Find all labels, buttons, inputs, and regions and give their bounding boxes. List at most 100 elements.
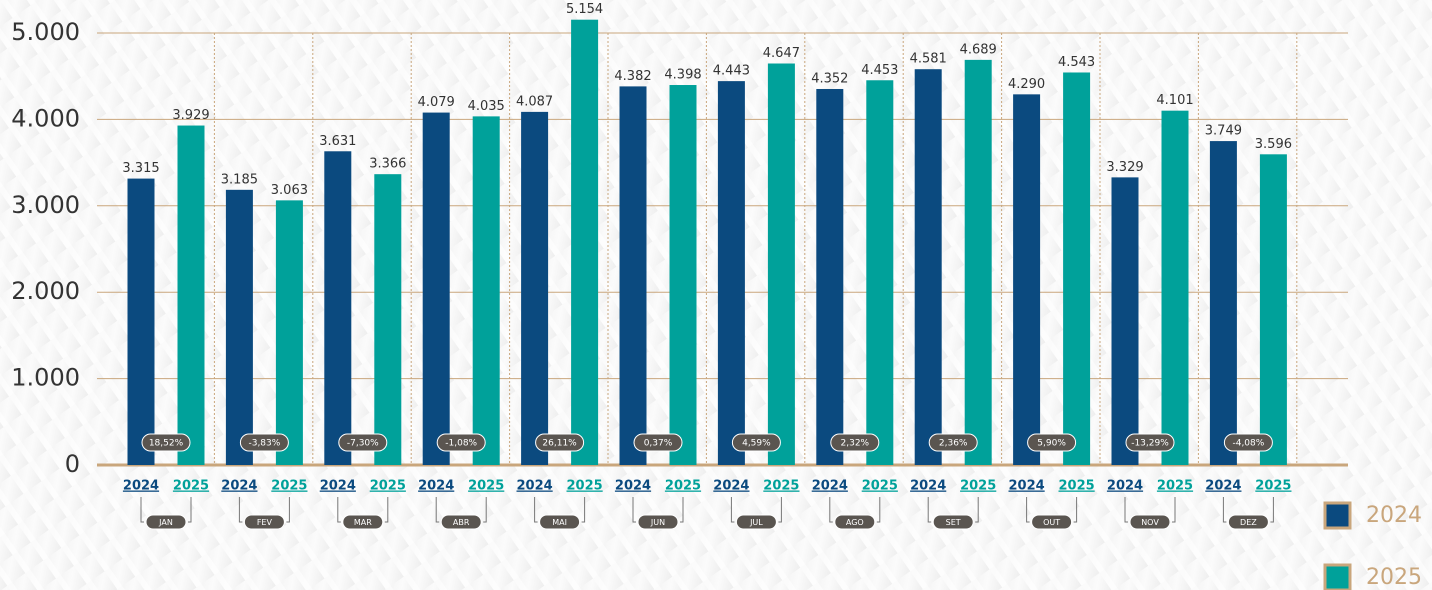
value-label: 4.443 [713, 64, 750, 79]
x-series-label: 2024 [812, 479, 848, 494]
bar [275, 200, 303, 465]
change-label: 2,32% [841, 439, 870, 449]
change-pill [731, 433, 781, 452]
x-series-label: 2024 [1205, 479, 1241, 494]
bar [1161, 110, 1189, 466]
value-label: 4.581 [910, 52, 947, 67]
bar [717, 81, 745, 465]
value-label: 5.154 [566, 2, 603, 17]
value-label: 4.101 [1156, 93, 1193, 108]
bar [127, 178, 155, 466]
value-label: 4.087 [516, 94, 553, 109]
value-label: 4.290 [1008, 77, 1045, 92]
x-series-label: 2025 [370, 479, 406, 494]
legend-label: 2025 [1366, 565, 1422, 590]
x-tick-label: MAR [354, 518, 372, 527]
value-label: 3.366 [369, 157, 406, 172]
bracket [1124, 497, 1176, 523]
change-pill [928, 433, 978, 452]
month-pill [440, 514, 482, 530]
legend-label: 2024 [1366, 503, 1422, 528]
y-tick-label: 0 [65, 450, 80, 478]
bar [521, 111, 549, 465]
x-series-label: 2024 [418, 479, 454, 494]
bracket [337, 497, 389, 523]
x-series-label: 2024 [713, 479, 749, 494]
change-pill [633, 433, 683, 452]
month-pill [1227, 514, 1269, 530]
bracket [632, 497, 684, 523]
value-label: 4.079 [418, 95, 455, 110]
bar [619, 86, 647, 465]
x-tick-label: NOV [1141, 518, 1159, 527]
y-tick-label: 3.000 [11, 191, 80, 219]
bar [1209, 141, 1237, 465]
month-pill [1031, 514, 1073, 530]
x-series-label: 2025 [1059, 479, 1095, 494]
month-pill [735, 514, 777, 530]
bar [669, 85, 697, 465]
value-label: 3.315 [122, 161, 159, 176]
x-tick-label: OUT [1043, 518, 1060, 527]
change-label: -1,08% [445, 439, 477, 449]
bar [767, 63, 795, 465]
x-series-label: 2025 [271, 479, 307, 494]
bracket [140, 497, 192, 523]
value-label: 4.035 [468, 99, 505, 114]
y-tick-label: 2.000 [11, 277, 80, 305]
y-tick-label: 5.000 [11, 18, 80, 46]
change-label: -7,30% [347, 439, 379, 449]
x-tick-label: DEZ [1240, 518, 1257, 527]
change-label: 2,36% [939, 439, 968, 449]
bar [571, 19, 599, 466]
change-label: -3,83% [248, 439, 280, 449]
value-label: 3.929 [172, 108, 209, 123]
x-tick-label: JUL [749, 518, 763, 527]
change-pill [239, 433, 289, 452]
x-series-label: 2025 [862, 479, 898, 494]
value-label: 4.398 [664, 68, 701, 83]
x-series-label: 2025 [1255, 479, 1291, 494]
x-series-label: 2025 [1157, 479, 1193, 494]
change-pill [338, 433, 388, 452]
value-label: 4.647 [763, 46, 800, 61]
x-series-label: 2025 [665, 479, 701, 494]
change-pill [436, 433, 486, 452]
x-series-label: 2025 [567, 479, 603, 494]
bar [422, 112, 450, 465]
x-tick-label: MAI [552, 518, 567, 527]
bracket [1222, 497, 1274, 523]
bar [177, 125, 205, 466]
month-pill [243, 514, 285, 530]
change-pill [1223, 433, 1273, 452]
month-pill [1129, 514, 1171, 530]
month-pill [637, 514, 679, 530]
change-pill [141, 433, 191, 452]
bar [964, 59, 992, 466]
bar [914, 69, 942, 465]
month-pill [342, 514, 384, 530]
change-pill [535, 433, 585, 452]
x-series-label: 2024 [1107, 479, 1143, 494]
value-label: 4.543 [1058, 55, 1095, 70]
change-label: -4,08% [1232, 439, 1264, 449]
change-label: 26,11% [542, 439, 577, 449]
value-label: 4.689 [960, 42, 997, 57]
x-series-label: 2024 [910, 479, 946, 494]
value-label: 4.352 [811, 71, 848, 86]
bracket [435, 497, 487, 523]
bar [1063, 72, 1091, 465]
x-series-label: 2024 [517, 479, 553, 494]
change-pill [830, 433, 880, 452]
bracket [927, 497, 979, 523]
x-tick-label: FEV [257, 518, 273, 527]
x-tick-label: JUN [650, 518, 665, 527]
change-label: 18,52% [149, 439, 184, 449]
y-tick-label: 1.000 [11, 364, 80, 392]
y-tick-label: 4.000 [11, 104, 80, 132]
change-label: 4,59% [742, 439, 771, 449]
x-series-label: 2024 [123, 479, 159, 494]
x-series-label: 2025 [468, 479, 504, 494]
x-series-label: 2025 [960, 479, 996, 494]
